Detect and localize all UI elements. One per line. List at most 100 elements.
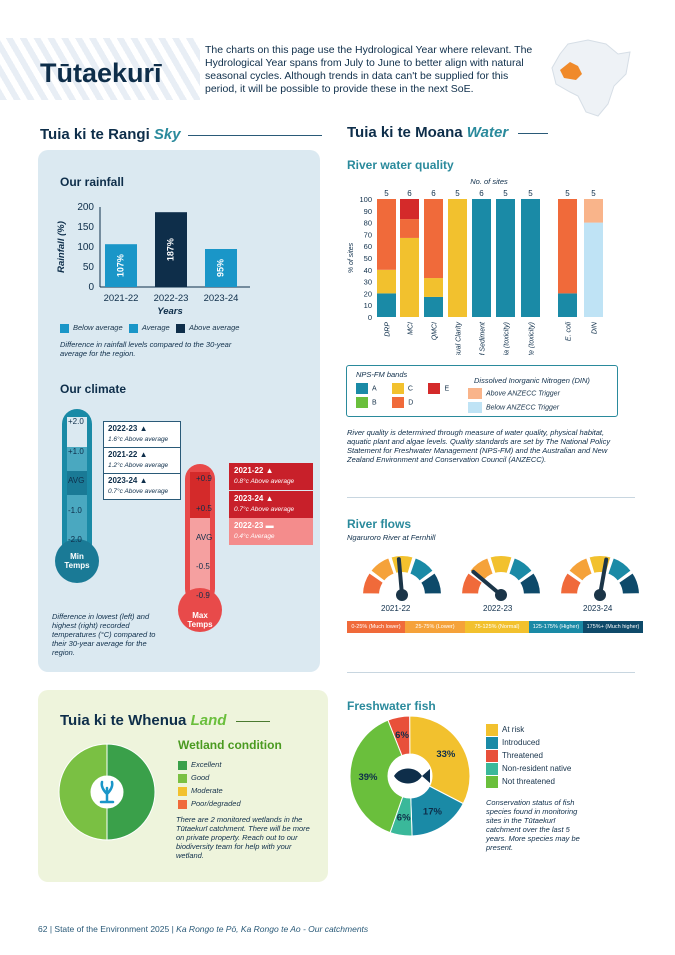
pie-value-label: 17% [423, 807, 443, 818]
footer: 62 | State of the Environment 2025 | Ka … [38, 924, 369, 934]
max-callout: 2022-23 ▬ 0.4°c Average [229, 518, 313, 545]
gauge-segment [389, 554, 415, 576]
site-count-label: 6 [479, 189, 484, 198]
site-count-label: 5 [565, 189, 570, 198]
y-tick-label: 150 [77, 222, 94, 233]
gauge-segment [407, 555, 436, 584]
stacked-bar-segment [400, 237, 419, 317]
stacked-bar-segment [424, 199, 443, 279]
flows-site: Ngaruroro River at Fernhill [347, 533, 436, 542]
y-tick-label: 60 [364, 242, 372, 251]
max-temps-label: Max Temps [187, 611, 213, 629]
min-callout: 2021-22 ▲ 1.2°c Above average [103, 447, 181, 474]
stacked-bar-segment [448, 199, 467, 317]
fish-title: Freshwater fish [347, 699, 436, 713]
x-tick-label: E. coli [566, 322, 573, 342]
gauge-segment [459, 570, 485, 596]
gauge-segment [558, 570, 584, 596]
sky-heading-rule [188, 135, 322, 136]
stacked-bar-segment [400, 219, 419, 238]
legend-swatch [60, 323, 69, 333]
min-callout: 2022-23 ▲ 1.6°c Above average [103, 421, 181, 448]
bar [205, 249, 237, 287]
x-axis-label: Years [157, 306, 183, 317]
max-callout: 2021-22 ▲ 0.8°c Above average [229, 463, 313, 490]
climate-caption: Difference in lowest (left) and highest … [52, 612, 156, 657]
gauge-year: 2021-22 [381, 604, 411, 613]
stacked-bar-segment [584, 199, 603, 223]
site-count-label: 5 [591, 189, 596, 198]
gauge-segment [605, 555, 634, 584]
quality-legend-box [346, 365, 618, 417]
y-tick-label: 30 [364, 278, 372, 287]
region-map-icon [551, 39, 631, 117]
gauge-segment [616, 570, 640, 596]
gauge-hub [396, 589, 408, 601]
wetland-pie [58, 743, 156, 841]
nps-title: NPS-FM bands [356, 370, 408, 379]
river-flows-title: River flows [347, 517, 412, 531]
flow-band: 0-25% (Much lower) [347, 621, 405, 633]
max-callout: 2023-24 ▲ 0.7°c Above average [229, 491, 313, 518]
site-count-label: 6 [407, 189, 412, 198]
y-tick-label: 0 [88, 282, 94, 293]
fish-caption: Conservation status of fish species foun… [486, 798, 580, 852]
bar-value-label: 107% [115, 254, 125, 277]
site-count-label: 5 [384, 189, 389, 198]
stacked-bar-segment [521, 199, 540, 317]
x-tick-label: DRP [385, 322, 392, 337]
rainfall-title: Our rainfall [60, 175, 125, 189]
gauge-segment [488, 554, 514, 576]
y-tick-label: 0 [368, 313, 372, 322]
intro-text: The charts on this page use the Hydrolog… [205, 44, 533, 95]
pie-value-label: 39% [359, 772, 379, 783]
water-heading-rule [518, 133, 548, 134]
land-heading-rule [236, 721, 270, 722]
water-heading: Tuia ki te Moana Water [347, 124, 509, 141]
bar-value-label: 95% [215, 259, 225, 277]
min-thermometer [55, 409, 99, 583]
gauge-segment [418, 570, 444, 596]
y-tick-label: 100 [77, 242, 94, 253]
y-tick-label: 80 [364, 219, 372, 228]
wetland-title: Wetland condition [178, 738, 282, 752]
stacked-bar-segment [424, 296, 443, 317]
stacked-bar-segment [377, 199, 396, 270]
x-tick-label: 2022-23 [154, 293, 189, 304]
header-pattern [0, 38, 200, 100]
page-title: Tūtaekurī [40, 58, 162, 88]
gauge-hub [495, 589, 507, 601]
bar [105, 244, 137, 287]
x-tick-label: MCI [408, 322, 415, 335]
x-tick-label: Nitrate (toxicity) [529, 322, 536, 355]
gauge-year: 2022-23 [483, 604, 513, 613]
fish-legend: At risk Introduced Threatened Non-reside… [486, 723, 571, 788]
chart-top-label: No. of sites [470, 177, 508, 186]
divider [347, 497, 635, 498]
stacked-bar-segment [377, 269, 396, 294]
bar-value-label: 187% [165, 238, 175, 261]
x-tick-label: 2021-22 [104, 293, 139, 304]
gauge-hub [594, 589, 606, 601]
site-count-label: 5 [455, 189, 460, 198]
y-tick-label: 40 [364, 266, 372, 275]
stacked-bar-segment [377, 293, 396, 317]
rainfall-caption: Difference in rainfall levels compared t… [60, 340, 232, 358]
y-tick-label: 90 [364, 207, 372, 216]
y-tick-label: 50 [364, 254, 372, 263]
rainfall-chart: 0 50 100 150 200 Rainfall (%) 107% 2021-22 187% 2… [56, 202, 250, 317]
sky-heading: Tuia ki te Rangi Sky [40, 126, 181, 143]
flow-band: 175%+ (Much higher) [583, 621, 643, 633]
fish-icon [394, 768, 430, 784]
din-title: Dissolved Inorganic Nitrogen (DIN) [474, 376, 590, 385]
pie-value-label: 6% [397, 813, 411, 824]
x-tick-label: 2023-24 [204, 293, 239, 304]
stacked-bar-segment [472, 199, 491, 317]
river-quality-chart: No. of sites 0 10 20 30 40 50 60 70 80 90 100 % of s… [348, 177, 603, 355]
divider [347, 672, 635, 673]
flow-band: 125-175% (Higher) [529, 621, 583, 633]
flow-band: 75-125% (Normal) [465, 621, 529, 633]
gauge-needle [396, 557, 404, 597]
x-tick-label: DIN [592, 321, 599, 334]
gauge-needle [598, 557, 609, 597]
